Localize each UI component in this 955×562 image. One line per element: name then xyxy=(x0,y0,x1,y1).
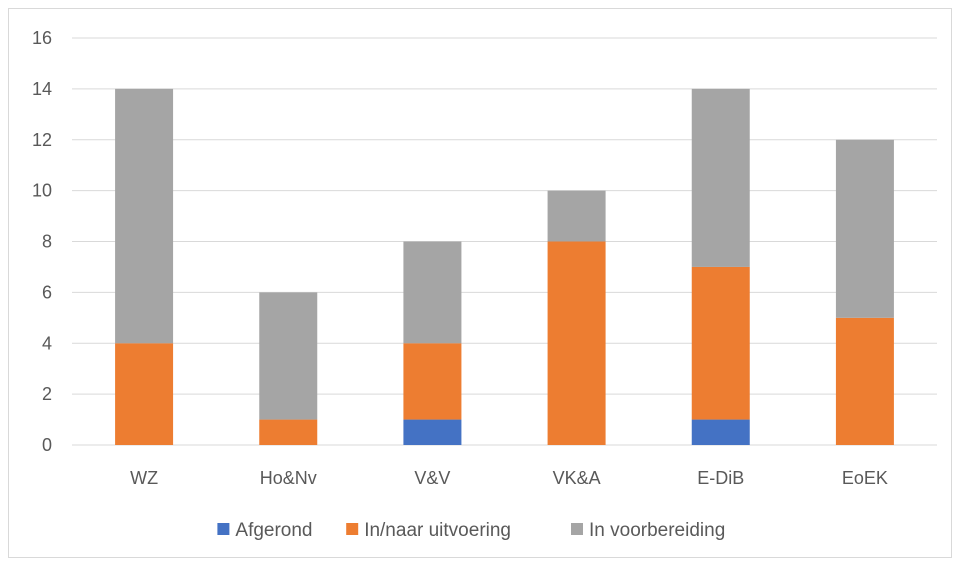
legend-label: In/naar uitvoering xyxy=(364,520,511,541)
x-tick-label: EoEK xyxy=(842,468,888,488)
y-tick-label: 16 xyxy=(32,28,52,48)
legend-swatch xyxy=(346,523,359,535)
bar-in-naar-uitvoering-0 xyxy=(115,343,174,445)
bar-in-naar-uitvoering-1 xyxy=(259,419,318,445)
bar-in-naar-uitvoering-5 xyxy=(835,317,894,445)
legend: Afgerond In/naar uitvoering In voorbereidi… xyxy=(217,520,725,541)
legend-swatch xyxy=(571,523,583,535)
x-axis-ticks: WZ Ho&Nv V&V VK&A E-DiB EoEK xyxy=(130,468,888,488)
bar-in-voorbereiding-4 xyxy=(691,88,750,267)
y-tick-label: 12 xyxy=(32,130,52,150)
bar-in-naar-uitvoering-4 xyxy=(691,266,750,420)
y-tick-label: 14 xyxy=(32,79,52,99)
bar-in-voorbereiding-5 xyxy=(835,139,894,318)
bars xyxy=(115,88,894,445)
gridlines xyxy=(72,37,937,446)
x-tick-label: Ho&Nv xyxy=(260,468,317,488)
y-tick-label: 2 xyxy=(42,384,52,404)
y-axis-ticks: 0 2 4 6 8 10 12 14 16 xyxy=(32,28,52,455)
y-tick-label: 8 xyxy=(42,232,52,252)
bar-in-voorbereiding-1 xyxy=(259,292,318,420)
x-tick-label: E-DiB xyxy=(697,468,744,488)
bar-in-voorbereiding-2 xyxy=(403,241,462,344)
y-tick-label: 10 xyxy=(32,181,52,201)
y-tick-label: 0 xyxy=(42,435,52,455)
bar-in-voorbereiding-0 xyxy=(115,88,174,344)
y-tick-label: 4 xyxy=(42,333,52,353)
bar-in-naar-uitvoering-3 xyxy=(547,241,606,445)
legend-label: In voorbereiding xyxy=(589,520,725,541)
legend-label: Afgerond xyxy=(235,520,312,541)
bar-afgerond-2 xyxy=(403,419,462,445)
legend-swatch xyxy=(217,523,230,535)
bar-afgerond-4 xyxy=(691,419,750,445)
x-tick-label: VK&A xyxy=(553,468,601,488)
x-tick-label: V&V xyxy=(414,468,450,488)
y-tick-label: 6 xyxy=(42,282,52,302)
bar-in-voorbereiding-3 xyxy=(547,190,606,242)
bar-in-naar-uitvoering-2 xyxy=(403,343,462,420)
x-tick-label: WZ xyxy=(130,468,158,488)
